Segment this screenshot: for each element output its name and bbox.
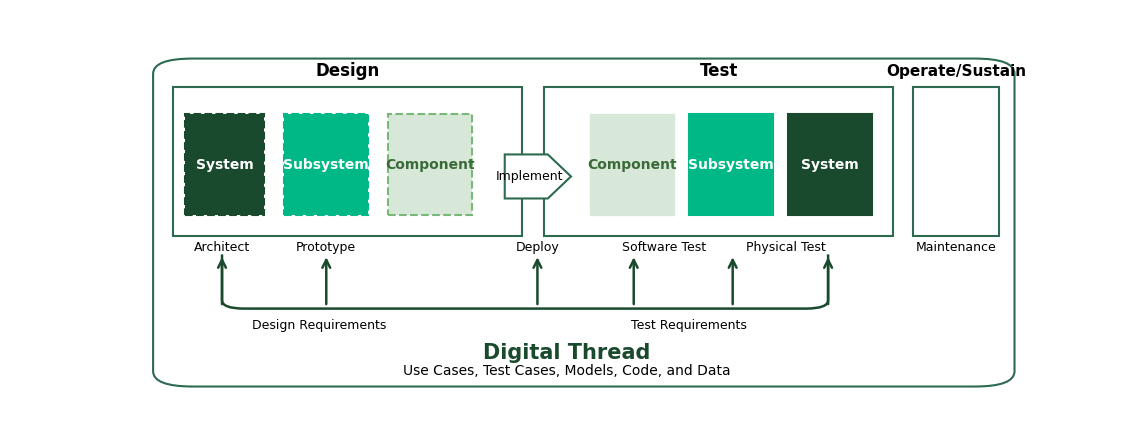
Polygon shape [505, 154, 571, 198]
FancyBboxPatch shape [690, 114, 773, 216]
FancyBboxPatch shape [591, 114, 675, 216]
Text: Implement: Implement [496, 170, 563, 183]
Text: Design: Design [316, 62, 380, 81]
Text: Software Test: Software Test [621, 241, 706, 254]
FancyBboxPatch shape [173, 87, 522, 236]
Text: Subsystem: Subsystem [283, 158, 368, 172]
Text: Maintenance: Maintenance [915, 241, 996, 254]
FancyBboxPatch shape [913, 87, 1000, 236]
Text: Component: Component [587, 158, 677, 172]
Text: Operate/Sustain: Operate/Sustain [886, 64, 1026, 79]
FancyBboxPatch shape [545, 87, 894, 236]
Text: Digital Thread: Digital Thread [483, 343, 650, 363]
Text: Physical Test: Physical Test [746, 241, 825, 254]
Text: Component: Component [385, 158, 475, 172]
Text: Test: Test [700, 62, 739, 81]
FancyBboxPatch shape [789, 114, 872, 216]
FancyBboxPatch shape [185, 114, 264, 216]
Text: Architect: Architect [194, 241, 250, 254]
Text: System: System [801, 158, 860, 172]
Text: Design Requirements: Design Requirements [252, 319, 386, 332]
Text: Deploy: Deploy [515, 241, 560, 254]
FancyBboxPatch shape [284, 114, 368, 216]
Text: Prototype: Prototype [296, 241, 357, 254]
FancyBboxPatch shape [388, 114, 472, 216]
FancyBboxPatch shape [153, 59, 1015, 386]
Text: Subsystem: Subsystem [689, 158, 774, 172]
Text: Test Requirements: Test Requirements [630, 319, 747, 332]
Text: Use Cases, Test Cases, Models, Code, and Data: Use Cases, Test Cases, Models, Code, and… [402, 364, 731, 378]
Text: System: System [196, 158, 253, 172]
